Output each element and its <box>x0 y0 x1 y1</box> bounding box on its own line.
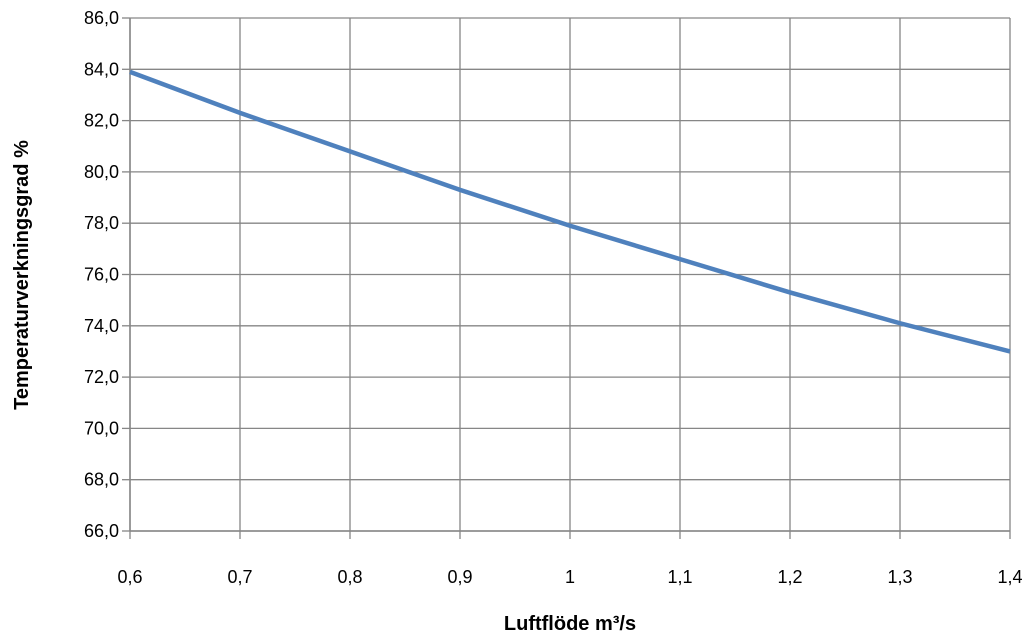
y-tick-label: 82,0 <box>84 111 119 131</box>
y-tick-label: 84,0 <box>84 59 119 79</box>
series-layer <box>129 69 1011 354</box>
x-tick-label: 0,6 <box>117 567 142 587</box>
y-tick-label: 78,0 <box>84 213 119 233</box>
x-tick-label: 0,7 <box>227 567 252 587</box>
y-axis-title: Temperaturverkningsgrad % <box>11 140 33 410</box>
axes <box>122 17 1011 539</box>
y-tick-label: 76,0 <box>84 265 119 285</box>
y-tick-label: 80,0 <box>84 162 119 182</box>
y-tick-label: 74,0 <box>84 316 119 336</box>
y-tick-label: 86,0 <box>84 8 119 28</box>
y-tick-labels: 86,0 84,0 82,0 80,0 78,0 76,0 74,0 72,0 70,0 68,0… <box>84 8 119 541</box>
x-axis-title: Luftflöde m³/s <box>504 613 636 635</box>
series-line <box>129 69 1011 354</box>
x-tick-label: 0,8 <box>337 567 362 587</box>
x-tick-label: 1 <box>565 567 575 587</box>
y-tick-label: 72,0 <box>84 367 119 387</box>
x-tick-label: 1,1 <box>667 567 692 587</box>
x-tick-labels: 0,6 0,7 0,8 0,9 1 1,1 1,2 1,3 1,4 <box>117 567 1022 587</box>
x-tick-label: 1,3 <box>887 567 912 587</box>
x-tick-label: 0,9 <box>447 567 472 587</box>
y-tick-label: 68,0 <box>84 470 119 490</box>
grid-lines <box>129 17 1011 532</box>
y-tick-label: 66,0 <box>84 521 119 541</box>
x-tick-label: 1,4 <box>997 567 1022 587</box>
x-tick-label: 1,2 <box>777 567 802 587</box>
y-tick-label: 70,0 <box>84 418 119 438</box>
